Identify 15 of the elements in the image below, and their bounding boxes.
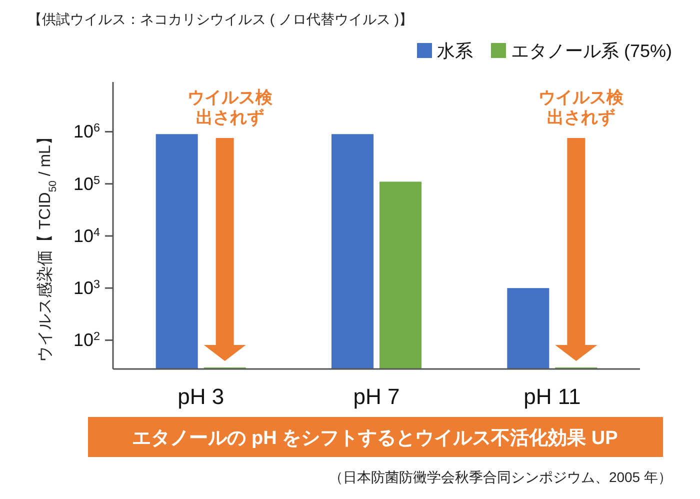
y-tick-label: 10$^{6}$ [73, 121, 100, 142]
legend-label: エタノール系 (75%) [510, 41, 672, 61]
text: エタノールの pH をシフトするとウイルス不活化効果 UP [132, 427, 618, 449]
legend-label: 水系 [436, 41, 473, 61]
x-tick-label: pH 3 [178, 384, 224, 409]
y-tick-label: 10$^{4}$ [73, 225, 100, 246]
y-tick-label: 10$^{2}$ [73, 330, 100, 350]
chart-title: 【供試ウイルス：ネコカリシウイルス ( ノロ代替ウイルス )】 [28, 11, 413, 27]
x-tick-label: pH 11 [524, 384, 581, 409]
annotation: ウイルス検出されず [187, 88, 274, 127]
y-tick-label: 10$^{5}$ [73, 173, 100, 194]
y-tick-label: 10$^{3}$ [73, 278, 100, 298]
annotation: ウイルス検出されず [538, 88, 625, 127]
x-tick-label: pH 7 [353, 384, 400, 409]
text: （日本防菌防黴学会秋季合同シンポジウム、2005 年） [328, 469, 672, 485]
